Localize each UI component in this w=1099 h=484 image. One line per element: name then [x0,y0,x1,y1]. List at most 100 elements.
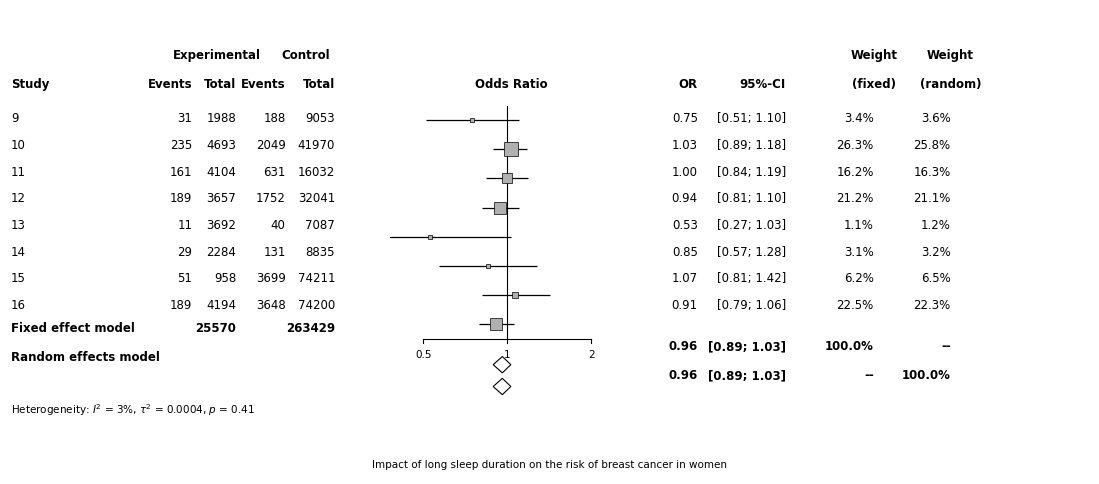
Text: 3.2%: 3.2% [921,245,951,258]
Text: Heterogeneity: $I^2$ = 3%, $\tau^2$ = 0.0004, $p$ = 0.41: Heterogeneity: $I^2$ = 3%, $\tau^2$ = 0.… [11,401,255,417]
Text: Fixed effect model: Fixed effect model [11,321,135,334]
Text: 11: 11 [11,166,26,178]
Text: 13: 13 [11,219,26,231]
Text: 31: 31 [177,112,192,125]
Text: 0.91: 0.91 [671,299,698,311]
Text: [0.89; 1.03]: [0.89; 1.03] [708,340,786,352]
Text: 100.0%: 100.0% [825,340,874,352]
Text: 189: 189 [170,299,192,311]
Text: 131: 131 [264,245,286,258]
Text: 0.94: 0.94 [671,192,698,205]
Text: Total: Total [204,78,236,91]
Text: Events: Events [241,78,286,91]
Text: 16.2%: 16.2% [836,166,874,178]
Text: 1.07: 1.07 [671,272,698,285]
Text: 3699: 3699 [256,272,286,285]
Text: 189: 189 [170,192,192,205]
Text: 4104: 4104 [207,166,236,178]
Text: 22.3%: 22.3% [913,299,951,311]
Text: 21.1%: 21.1% [913,192,951,205]
Text: (random): (random) [920,78,981,91]
Text: 6.5%: 6.5% [921,272,951,285]
Text: 0.53: 0.53 [671,219,698,231]
Text: 1.1%: 1.1% [844,219,874,231]
Text: 14: 14 [11,245,26,258]
Text: [0.84; 1.19]: [0.84; 1.19] [717,166,786,178]
Text: 1988: 1988 [207,112,236,125]
Text: [0.81; 1.42]: [0.81; 1.42] [717,272,786,285]
Text: 3692: 3692 [207,219,236,231]
Text: 4194: 4194 [207,299,236,311]
Text: 40: 40 [270,219,286,231]
Text: 25570: 25570 [196,321,236,334]
Text: Weight: Weight [928,49,974,62]
Text: 10: 10 [11,139,26,151]
Polygon shape [493,378,511,395]
Text: 161: 161 [170,166,192,178]
Text: Random effects model: Random effects model [11,350,159,363]
Text: 22.5%: 22.5% [836,299,874,311]
Text: --: -- [864,369,874,381]
Text: 32041: 32041 [298,192,335,205]
Text: 26.3%: 26.3% [836,139,874,151]
Text: Events: Events [147,78,192,91]
Text: 4693: 4693 [207,139,236,151]
Text: [0.79; 1.06]: [0.79; 1.06] [717,299,786,311]
Text: --: -- [941,340,951,352]
Text: 41970: 41970 [298,139,335,151]
Text: 1: 1 [504,349,511,359]
Text: (fixed): (fixed) [852,78,896,91]
Text: Weight: Weight [851,49,897,62]
Text: 2: 2 [588,349,595,359]
Text: 12: 12 [11,192,26,205]
Text: Experimental: Experimental [173,49,260,62]
Text: 1752: 1752 [256,192,286,205]
Text: 3.6%: 3.6% [921,112,951,125]
Text: 235: 235 [170,139,192,151]
Text: [0.57; 1.28]: [0.57; 1.28] [717,245,786,258]
Text: 8835: 8835 [306,245,335,258]
Text: 2284: 2284 [207,245,236,258]
Text: 11: 11 [177,219,192,231]
Text: 0.75: 0.75 [671,112,698,125]
Text: 9: 9 [11,112,19,125]
Text: 21.2%: 21.2% [836,192,874,205]
Text: Impact of long sleep duration on the risk of breast cancer in women: Impact of long sleep duration on the ris… [371,459,728,469]
Text: 0.96: 0.96 [668,369,698,381]
Text: Total: Total [303,78,335,91]
Text: Study: Study [11,78,49,91]
Text: 51: 51 [177,272,192,285]
Text: 188: 188 [264,112,286,125]
Text: 0.5: 0.5 [415,349,432,359]
Text: 958: 958 [214,272,236,285]
Text: 6.2%: 6.2% [844,272,874,285]
Text: 2049: 2049 [256,139,286,151]
Text: 0.96: 0.96 [668,340,698,352]
Text: 95%-CI: 95%-CI [740,78,786,91]
Text: Control: Control [281,49,330,62]
Text: 3.4%: 3.4% [844,112,874,125]
Text: 263429: 263429 [286,321,335,334]
Text: 1.03: 1.03 [671,139,698,151]
Text: 9053: 9053 [306,112,335,125]
Text: [0.51; 1.10]: [0.51; 1.10] [717,112,786,125]
Text: OR: OR [679,78,698,91]
Text: 3.1%: 3.1% [844,245,874,258]
Text: 3648: 3648 [256,299,286,311]
Text: 74211: 74211 [298,272,335,285]
Text: [0.89; 1.18]: [0.89; 1.18] [717,139,786,151]
Text: 0.85: 0.85 [671,245,698,258]
Text: [0.89; 1.03]: [0.89; 1.03] [708,369,786,381]
Text: 16.3%: 16.3% [913,166,951,178]
Polygon shape [493,357,511,373]
Text: 631: 631 [264,166,286,178]
Text: 29: 29 [177,245,192,258]
Text: [0.27; 1.03]: [0.27; 1.03] [717,219,786,231]
Text: 16032: 16032 [298,166,335,178]
Text: [0.81; 1.10]: [0.81; 1.10] [717,192,786,205]
Text: 1.2%: 1.2% [921,219,951,231]
Text: 3657: 3657 [207,192,236,205]
Text: 74200: 74200 [298,299,335,311]
Text: 100.0%: 100.0% [902,369,951,381]
Text: 15: 15 [11,272,26,285]
